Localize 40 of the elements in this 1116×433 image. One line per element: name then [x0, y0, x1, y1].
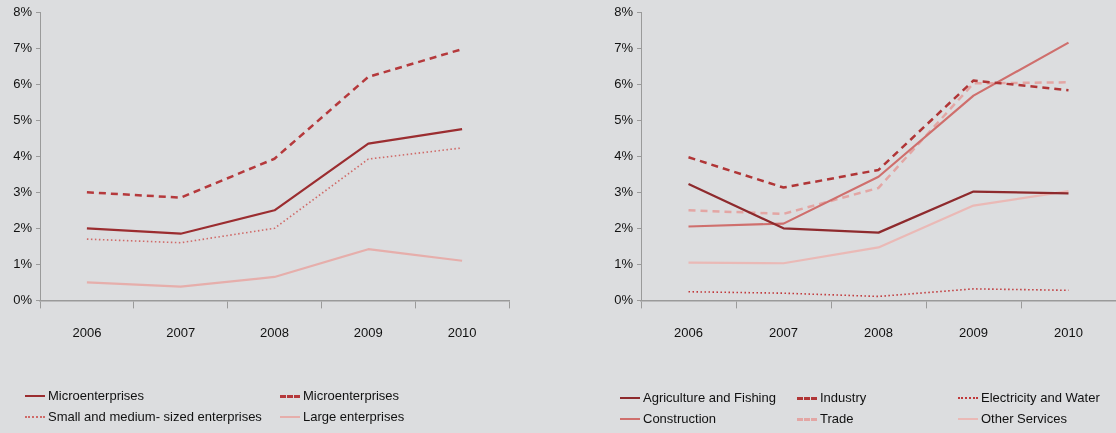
- y-tick-label: 2%: [13, 219, 33, 235]
- x-tick-label: 2007: [769, 324, 798, 340]
- legend-label: Industry: [820, 390, 867, 406]
- x-tick-label: 2006: [674, 324, 703, 340]
- legend-label: Trade: [820, 411, 854, 427]
- legend-label: Microenterprises: [48, 388, 145, 404]
- legend-label: Large enterprises: [303, 409, 405, 425]
- y-tick-label: 2%: [614, 219, 634, 235]
- y-tick-label: 8%: [614, 3, 634, 19]
- line-series: [687, 79, 1070, 189]
- y-tick-label: 7%: [614, 39, 634, 55]
- legend-label: Other Services: [981, 411, 1067, 427]
- x-tick-label: 2009: [353, 324, 383, 340]
- y-tick-label: 8%: [13, 3, 33, 19]
- y-tick-label: 3%: [13, 183, 33, 199]
- line-series: [86, 147, 463, 244]
- y-tick-label: 4%: [614, 147, 634, 163]
- x-tick-label: 2008: [260, 324, 289, 340]
- y-tick-label: 0%: [614, 291, 634, 307]
- y-tick-label: 3%: [614, 183, 634, 199]
- y-tick-label: 5%: [13, 111, 33, 127]
- y-tick-label: 5%: [614, 111, 634, 127]
- x-tick-label: 2008: [864, 324, 893, 340]
- legend-label: Agriculture and Fishing: [643, 390, 776, 406]
- x-tick-label: 2010: [447, 324, 477, 340]
- y-tick-label: 0%: [13, 291, 33, 307]
- x-tick-label: 2007: [166, 324, 196, 340]
- x-tick-label: 2006: [72, 324, 102, 340]
- y-tick-label: 1%: [13, 255, 33, 271]
- legend-label: Small and medium- sized enterprises: [48, 409, 262, 425]
- legend-label: Microenterprises: [303, 388, 400, 404]
- legend-label: Construction: [643, 411, 716, 427]
- y-tick-label: 1%: [614, 255, 634, 271]
- y-tick-label: 7%: [13, 39, 33, 55]
- y-tick-label: 4%: [13, 147, 33, 163]
- x-tick-label: 2009: [959, 324, 988, 340]
- legend-label: Electricity and Water: [981, 390, 1100, 406]
- x-tick-label: 2010: [1054, 324, 1083, 340]
- y-tick-label: 6%: [614, 75, 634, 91]
- y-tick-label: 6%: [13, 75, 33, 91]
